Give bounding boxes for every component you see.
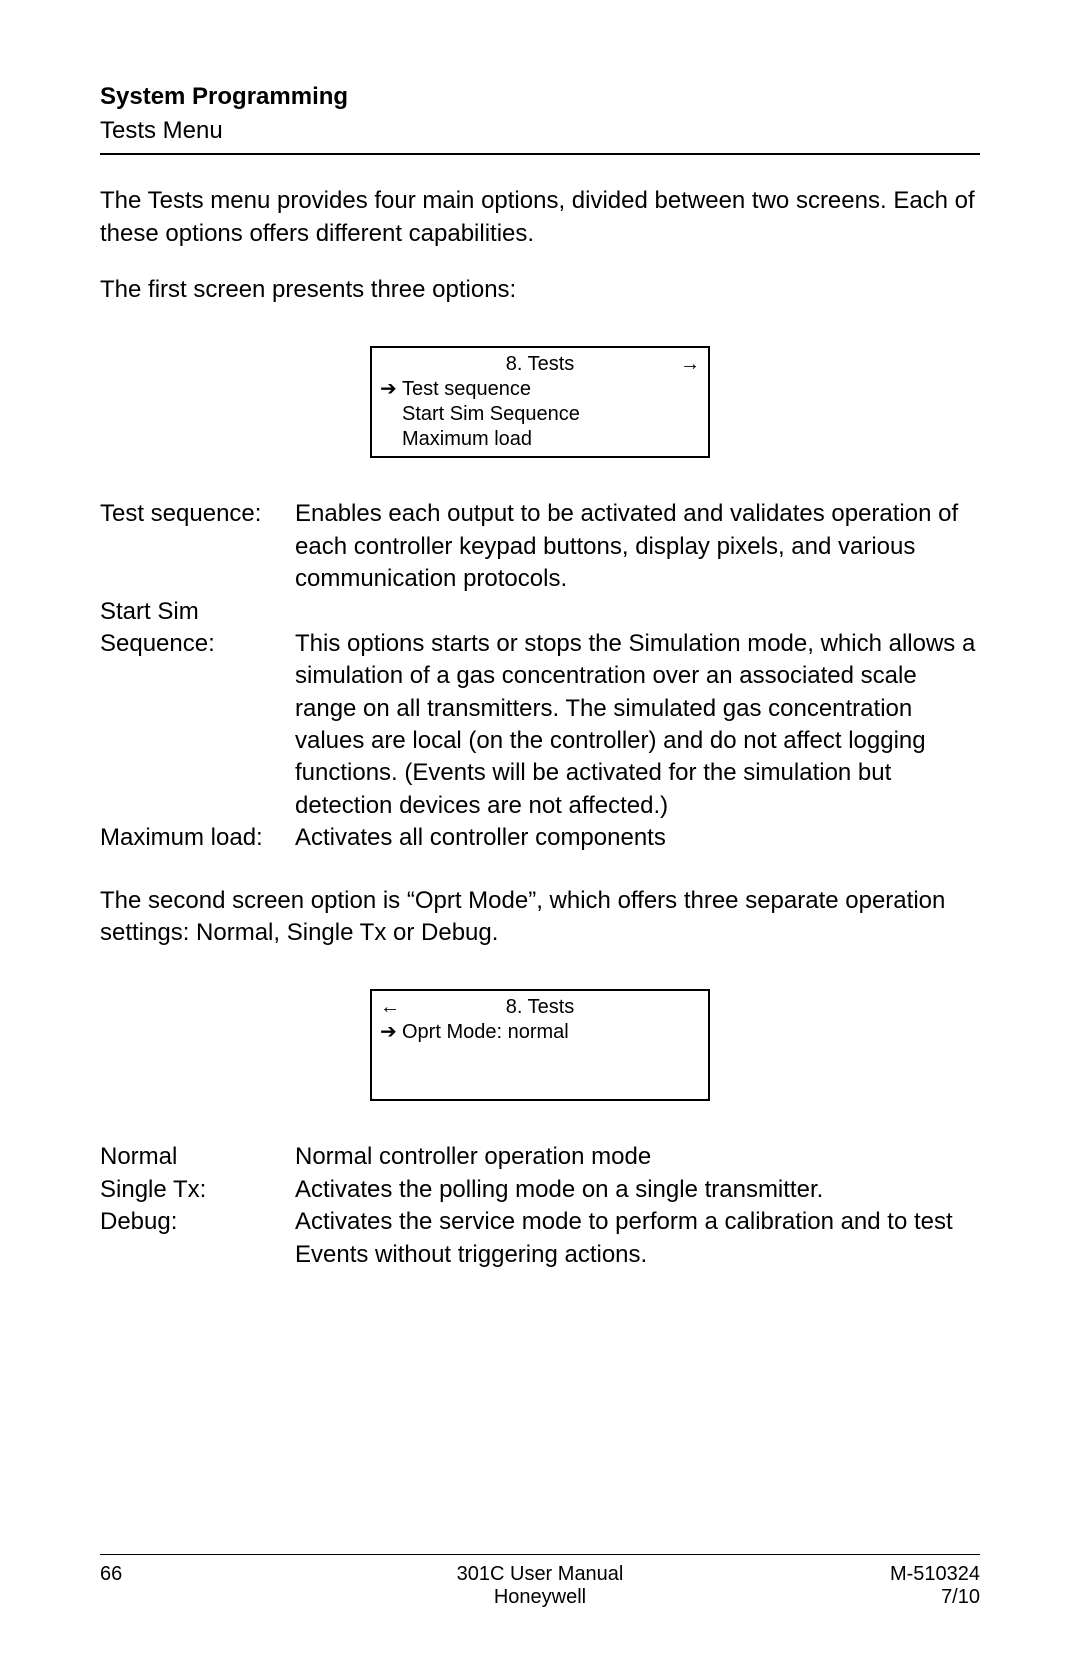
- def-row: Test sequence: Enables each output to be…: [100, 498, 980, 595]
- def-term: Maximum load:: [100, 822, 295, 854]
- cursor-arrow-icon: ➔: [380, 1020, 402, 1045]
- lcd-screen-1: 8. Tests → ➔ Test sequence Start Sim Seq…: [370, 346, 710, 458]
- def-desc: Activates the service mode to perform a …: [295, 1206, 980, 1271]
- footer-manual-title: 301C User Manual: [457, 1563, 624, 1586]
- def-row: Debug: Activates the service mode to per…: [100, 1206, 980, 1271]
- definitions-list-2: Normal Normal controller operation mode …: [100, 1141, 980, 1271]
- page-body: The Tests menu provides four main option…: [100, 185, 980, 1554]
- def-term: Debug:: [100, 1206, 295, 1238]
- page-header: System Programming Tests Menu: [100, 80, 980, 155]
- lcd2-title: 8. Tests: [402, 995, 678, 1020]
- def-desc: This options starts or stops the Simulat…: [295, 628, 980, 822]
- def-row: Start Sim: [100, 596, 980, 628]
- page-footer: 66 301C User Manual Honeywell M-510324 7…: [100, 1554, 980, 1609]
- def-row: Single Tx: Activates the polling mode on…: [100, 1174, 980, 1206]
- def-row: Sequence: This options starts or stops t…: [100, 628, 980, 822]
- lcd1-item-1: Test sequence: [402, 377, 531, 402]
- footer-page-number: 66: [100, 1563, 280, 1609]
- def-term: Sequence:: [100, 628, 295, 660]
- lcd1-item-2: Start Sim Sequence: [402, 402, 580, 427]
- def-term: Start Sim: [100, 596, 295, 628]
- def-term: Test sequence:: [100, 498, 295, 530]
- footer-date: 7/10: [800, 1586, 980, 1609]
- arrow-right-icon: →: [678, 352, 700, 377]
- def-row: Normal Normal controller operation mode: [100, 1141, 980, 1173]
- lcd2-blank-row: [380, 1070, 700, 1095]
- def-desc: Enables each output to be activated and …: [295, 498, 980, 595]
- lcd-screen-2: ← 8. Tests ➔ Oprt Mode: normal: [370, 989, 710, 1101]
- header-title: System Programming: [100, 80, 980, 114]
- def-desc: Normal controller operation mode: [295, 1141, 980, 1173]
- header-subtitle: Tests Menu: [100, 114, 980, 148]
- intro-paragraph-1: The Tests menu provides four main option…: [100, 185, 980, 250]
- definitions-list-1: Test sequence: Enables each output to be…: [100, 498, 980, 854]
- def-desc: Activates all controller components: [295, 822, 980, 854]
- def-term: Normal: [100, 1141, 295, 1173]
- arrow-left-icon: ←: [380, 995, 402, 1020]
- lcd2-blank-row: [380, 1045, 700, 1070]
- lcd2-line-2: Oprt Mode: normal: [402, 1020, 569, 1045]
- lcd2-nav-right-placeholder: [678, 995, 700, 1020]
- def-row: Maximum load: Activates all controller c…: [100, 822, 980, 854]
- lcd1-title: 8. Tests: [402, 352, 678, 377]
- cursor-arrow-icon: ➔: [380, 377, 402, 402]
- def-term: Single Tx:: [100, 1174, 295, 1206]
- footer-company: Honeywell: [457, 1586, 624, 1609]
- lcd1-item-3: Maximum load: [402, 427, 532, 452]
- mid-paragraph: The second screen option is “Oprt Mode”,…: [100, 885, 980, 950]
- footer-doc-number: M-510324: [800, 1563, 980, 1586]
- intro-paragraph-2: The first screen presents three options:: [100, 274, 980, 306]
- lcd1-nav-left-placeholder: [380, 352, 402, 377]
- def-desc: Activates the polling mode on a single t…: [295, 1174, 980, 1206]
